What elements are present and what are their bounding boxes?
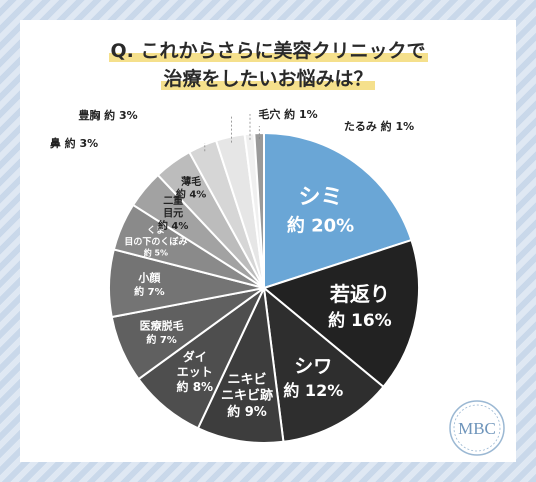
- slice-labels: シミ約 20% 若返り約 16% シワ約 12%ニキビニキビ跡約 9%ダイエット約 …: [50, 107, 414, 420]
- slice-label-3: シワ約 12%: [283, 355, 343, 400]
- slice-label-5: ダイエット約 8%: [177, 349, 214, 394]
- slice-label-12: 豊胸 約 3%: [78, 108, 137, 122]
- mbc-logo: MBC: [449, 400, 505, 456]
- leader-lines: [204, 114, 260, 152]
- pie-slice-1: [263, 131, 413, 290]
- slice-label-13: 毛穴 約 1%: [258, 107, 317, 121]
- slice-label-9: 二重目元約 4%: [158, 194, 188, 232]
- slice-label-8: くま目の下のくぼみ約 5%: [124, 225, 187, 258]
- chart-title-line1: Q. これからさらに美容クリニックで: [0, 36, 536, 63]
- chart-title-line2: 治療をしたいお悩みは？: [0, 64, 536, 91]
- slice-label-10: 薄毛約 4%: [176, 175, 206, 201]
- slice-label-1: シミ約 20%: [287, 185, 354, 237]
- pie-slice-2: [261, 238, 420, 389]
- slice-label-6: 医療脱毛約 7%: [140, 318, 184, 346]
- slice-label-2: 若返り約 16%: [328, 282, 392, 331]
- pie-slice-14: [253, 131, 265, 289]
- slice-label-11: 鼻 約 3%: [50, 136, 98, 150]
- slice-label-7: 小顔約 7%: [134, 270, 164, 298]
- pie-slice-4: [196, 284, 285, 445]
- logo-text: MBC: [458, 419, 496, 438]
- pie-slices: [108, 131, 420, 445]
- slice-label-14: たるみ 約 1%: [344, 119, 414, 133]
- pie-slice-3: [262, 285, 385, 443]
- chart-title-line2-text: 治療をしたいお悩みは？: [161, 68, 375, 90]
- slice-label-4: ニキビニキビ跡約 9%: [221, 372, 273, 421]
- chart-title-line1-text: Q. これからさらに美容クリニックで: [108, 40, 428, 62]
